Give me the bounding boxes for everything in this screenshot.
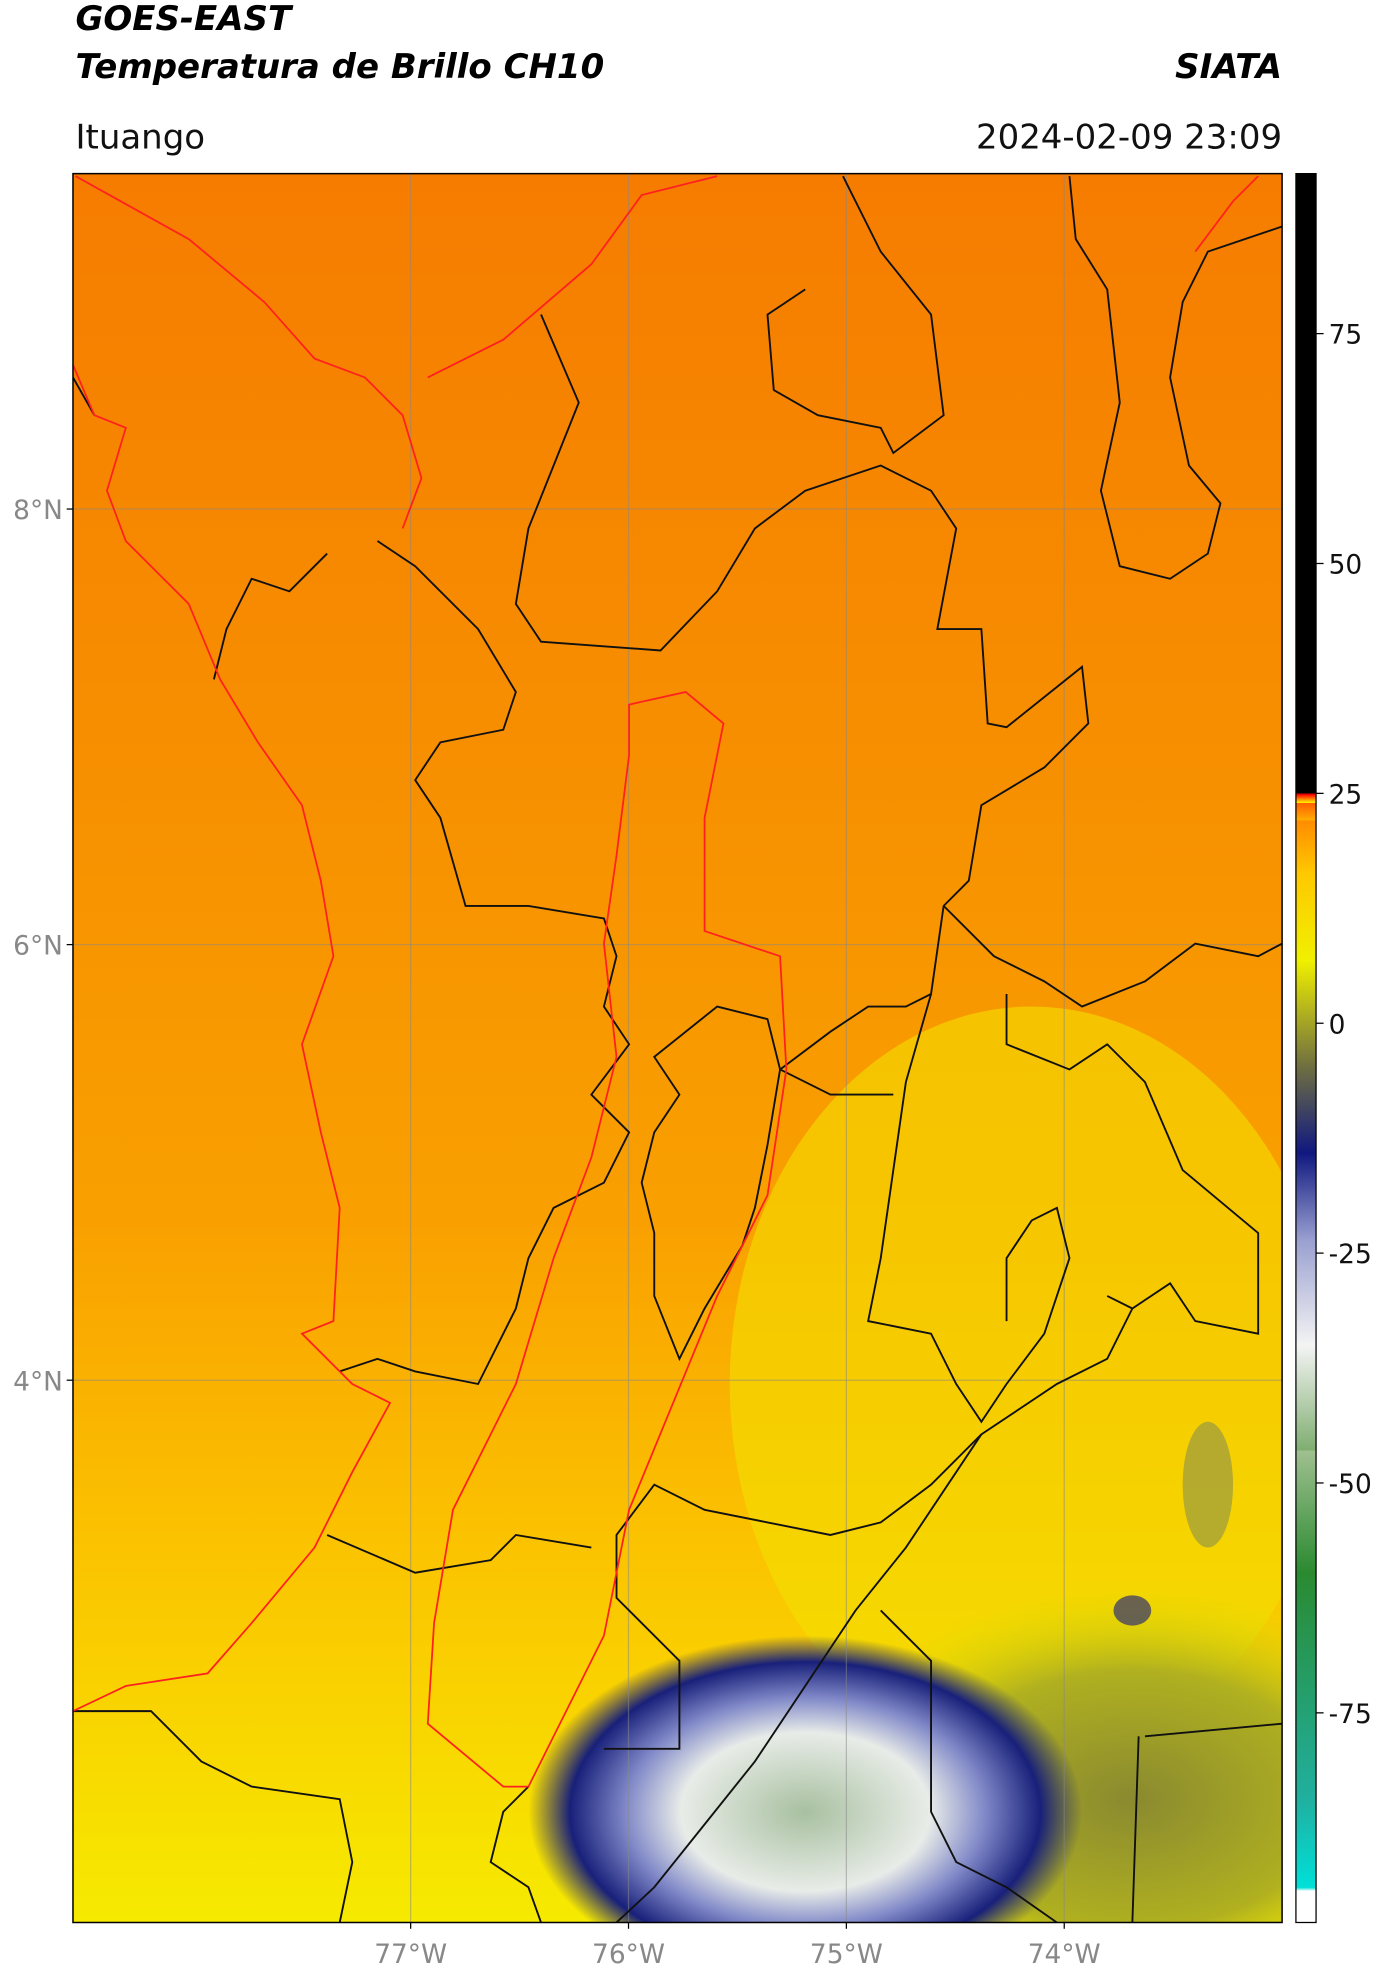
boundary	[514, 314, 1090, 1071]
colorbar: -75 -50 -25 0 25 50 75	[1295, 172, 1372, 1924]
boundary	[72, 1533, 592, 1923]
colorbar-label: 25	[1329, 779, 1363, 810]
boundaries	[72, 175, 1283, 1923]
lat-label: 8°N	[13, 495, 63, 526]
boundary	[615, 1433, 983, 1923]
basin-outline	[426, 691, 788, 1788]
coastline	[72, 175, 1259, 1788]
lon-label: 76°W	[592, 1939, 665, 1970]
map-area	[72, 173, 1283, 1923]
boundary	[489, 1722, 1283, 1923]
boundary	[942, 905, 1283, 1008]
lon-label: 77°W	[374, 1939, 447, 1970]
boundary	[603, 1308, 1134, 1750]
title: GOES-EAST	[75, 0, 293, 39]
colorbar-label: 75	[1329, 320, 1363, 351]
coast	[75, 175, 718, 529]
graticule	[72, 173, 1283, 1923]
boundary	[640, 1005, 782, 1362]
cloud-core	[528, 1635, 1082, 1923]
boundary	[1068, 176, 1283, 580]
coast	[72, 364, 392, 1712]
colorbar-label: -25	[1329, 1239, 1372, 1270]
datetime: 2024-02-09 23:09	[976, 117, 1282, 157]
colorbar-label: -75	[1329, 1699, 1372, 1730]
cloud-cell	[1113, 1595, 1152, 1626]
colorbar-label: 0	[1329, 1009, 1346, 1040]
plot-frame	[72, 172, 1283, 1924]
lat-label: 6°N	[13, 931, 63, 962]
boundary	[779, 993, 1260, 1335]
colorbar-label: 50	[1329, 550, 1363, 581]
boundary	[880, 1609, 1058, 1923]
lon-label: 74°W	[1028, 1939, 1101, 1970]
subtitle: Temperatura de Brillo CH10	[75, 47, 604, 87]
coast	[1194, 175, 1259, 253]
cloud-cell	[1182, 1421, 1234, 1548]
boundary	[867, 993, 1071, 1424]
lon-label: 75°W	[810, 1939, 883, 1970]
colorbar-label: -50	[1329, 1469, 1372, 1500]
boundary	[339, 540, 631, 1386]
source: SIATA	[1175, 47, 1282, 87]
colorbar-scale	[1295, 172, 1317, 1924]
lat-label: 4°N	[13, 1366, 63, 1397]
region: Ituango	[75, 117, 205, 157]
boundary	[766, 175, 945, 455]
